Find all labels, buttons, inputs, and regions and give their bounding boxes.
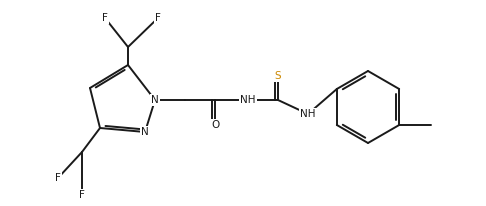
Text: F: F	[155, 13, 161, 23]
Text: N: N	[151, 95, 159, 105]
Text: NH: NH	[300, 109, 316, 119]
Text: F: F	[55, 173, 61, 183]
Text: F: F	[79, 190, 85, 200]
Text: NH: NH	[240, 95, 256, 105]
Text: N: N	[141, 127, 149, 137]
Text: O: O	[211, 120, 219, 130]
Text: S: S	[275, 71, 281, 81]
Text: F: F	[102, 13, 108, 23]
